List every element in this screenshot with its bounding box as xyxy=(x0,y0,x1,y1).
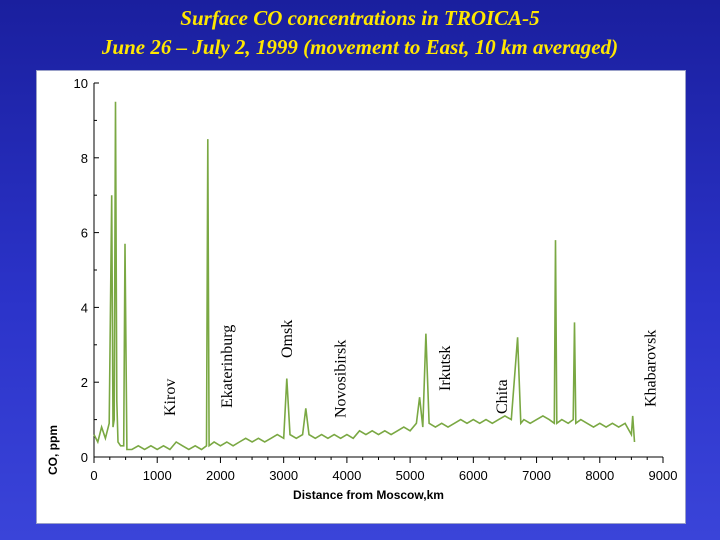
chart-panel: 0 2 4 6 8 10 0 1000 2000 3000 4000 5000 6000 7000 8000… xyxy=(36,70,686,524)
co-line-chart: 0 2 4 6 8 10 0 1000 2000 3000 4000 5000 6000 7000 8000… xyxy=(46,76,678,502)
x-tick-label: 1000 xyxy=(143,468,172,483)
slide-subtitle: June 26 – July 2, 1999 (movement to East… xyxy=(101,35,619,59)
x-tick-label: 7000 xyxy=(522,468,551,483)
x-tick-label: 0 xyxy=(90,468,97,483)
city-label: Kirov xyxy=(162,379,179,416)
city-label: Ekaterinburg xyxy=(219,325,236,408)
x-tick-label: 9000 xyxy=(649,468,678,483)
y-tick-label: 4 xyxy=(81,300,88,315)
x-tick-label: 8000 xyxy=(585,468,614,483)
y-tick-label: 6 xyxy=(81,226,88,241)
x-tick-label: 3000 xyxy=(269,468,298,483)
x-tick-label: 2000 xyxy=(206,468,235,483)
y-tick-label: 8 xyxy=(81,151,88,166)
city-label: Novosibirsk xyxy=(333,340,350,418)
slide-title: Surface CO concentrations in TROICA-5 xyxy=(180,6,540,30)
y-tick-label: 0 xyxy=(81,450,88,465)
y-axis-title: CO, ppm xyxy=(46,425,60,475)
city-label: Omsk xyxy=(279,320,296,358)
co-series-line xyxy=(93,101,636,451)
x-tick-label: 5000 xyxy=(396,468,425,483)
x-tick-label: 4000 xyxy=(332,468,361,483)
x-tick-label: 6000 xyxy=(459,468,488,483)
y-tick-label: 10 xyxy=(74,76,88,91)
x-axis-title: Distance from Moscow,km xyxy=(293,488,444,502)
city-label: Khabarovsk xyxy=(642,330,659,407)
city-label: Chita xyxy=(494,379,511,414)
y-tick-label: 2 xyxy=(81,375,88,390)
city-label: Irkutsk xyxy=(437,346,454,391)
